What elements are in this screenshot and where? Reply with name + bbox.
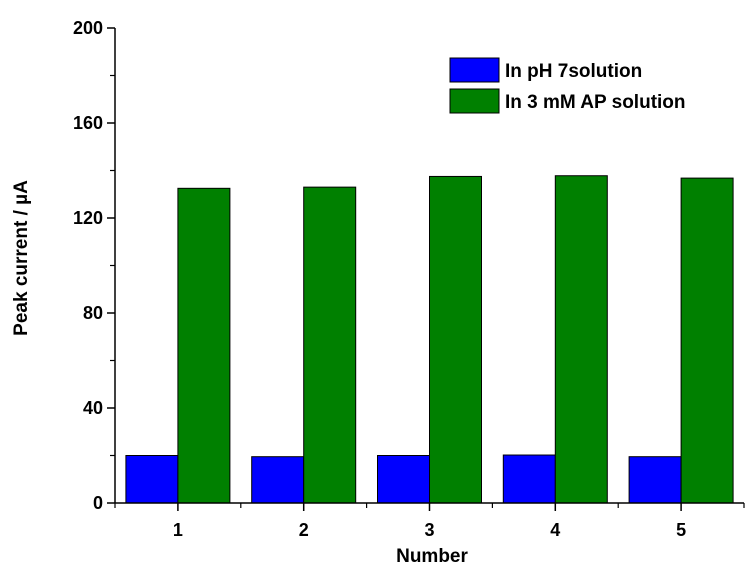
x-tick-label: 1 bbox=[173, 520, 183, 540]
legend-swatch-2 bbox=[449, 88, 500, 114]
y-tick-label: 200 bbox=[73, 18, 103, 38]
x-tick-label: 2 bbox=[299, 520, 309, 540]
y-tick-label: 40 bbox=[83, 398, 103, 418]
legend-label-1: In pH 7solution bbox=[505, 61, 642, 82]
y-tick-label: 0 bbox=[93, 493, 103, 513]
y-tick-label: 120 bbox=[73, 208, 103, 228]
legend-label-2: In 3 mM AP solution bbox=[505, 92, 686, 113]
bar-series2-cat2 bbox=[303, 186, 357, 504]
bar-series1-cat1 bbox=[125, 455, 179, 504]
y-tick-label: 160 bbox=[73, 113, 103, 133]
bar-series1-cat4 bbox=[502, 454, 556, 504]
x-tick-label: 5 bbox=[676, 520, 686, 540]
axes-layer: 0 40 80 120 160 200 1 2 3 4 5 bbox=[73, 18, 745, 540]
legend-swatch-1 bbox=[449, 57, 500, 83]
x-tick-label: 3 bbox=[424, 520, 434, 540]
bar-series1-cat3 bbox=[377, 455, 430, 504]
y-tick-label: 80 bbox=[83, 303, 103, 323]
bar-series2-cat3 bbox=[429, 175, 482, 504]
legend: In pH 7solution In 3 mM AP solution bbox=[449, 57, 686, 114]
bar-series2-cat4 bbox=[554, 175, 608, 504]
y-axis-title: Peak current / µA bbox=[11, 180, 32, 336]
x-tick-label: 4 bbox=[550, 520, 560, 540]
bar-series1-cat2 bbox=[251, 456, 305, 504]
bar-series1-cat5 bbox=[628, 456, 682, 504]
x-axis-title: Number bbox=[396, 546, 468, 567]
bar-series2-cat5 bbox=[680, 177, 734, 504]
bars-layer bbox=[125, 175, 734, 504]
bar-series2-cat1 bbox=[177, 187, 231, 504]
